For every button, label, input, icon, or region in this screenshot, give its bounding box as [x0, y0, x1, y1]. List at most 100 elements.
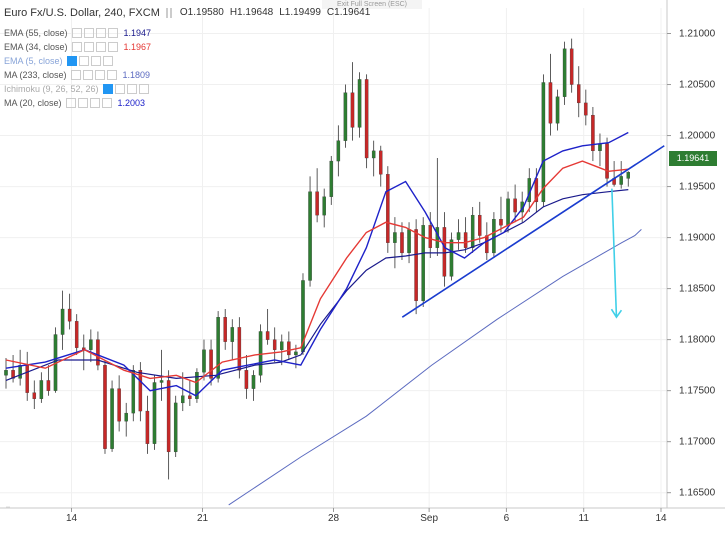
target-arrowhead: [610, 308, 623, 319]
candle-body: [513, 198, 517, 213]
chart-legend: Euro Fx/U.S. Dollar, 240, FXCM O1.19580 …: [4, 0, 370, 110]
indicator-ma233[interactable]: MA (233, close) 1.1809: [4, 70, 151, 80]
remove-icon[interactable]: [138, 84, 149, 94]
candle-body: [18, 364, 22, 379]
source-icon[interactable]: [95, 42, 106, 52]
candle-body: [67, 308, 72, 322]
remove-icon[interactable]: [107, 28, 118, 38]
y-tick-label: 1.17500: [679, 386, 716, 397]
ohlc-high: H1.19648: [229, 7, 274, 18]
indicator-ma20[interactable]: MA (20, close) 1.2003: [4, 98, 146, 108]
symbol-title: Euro Fx/U.S. Dollar, 240, FXCM: [4, 7, 160, 19]
candle-body: [463, 232, 468, 248]
y-tick-label: 1.18500: [679, 284, 716, 295]
ohlc-close: C1.19641: [326, 7, 371, 18]
candle-body: [591, 114, 595, 152]
candle-body: [244, 370, 249, 389]
settings-icon[interactable]: [77, 98, 88, 108]
visibility-icon[interactable]: [71, 42, 82, 52]
x-tick-label: Sep: [420, 513, 438, 524]
candle-body: [96, 339, 100, 366]
candle-body: [4, 370, 8, 376]
candle-body: [470, 214, 475, 248]
y-tick-label: 1.20000: [679, 131, 716, 142]
candle-body: [371, 150, 376, 159]
indicator-ema55[interactable]: EMA (55, close) 1.1947: [4, 28, 152, 38]
candle-body: [414, 229, 418, 302]
candle-body: [237, 327, 242, 371]
source-icon[interactable]: [94, 70, 105, 80]
candle-body: [287, 341, 291, 356]
candle-body: [265, 331, 270, 340]
ema55-line: [5, 189, 629, 381]
remove-icon[interactable]: [107, 42, 118, 52]
y-tick-label: 1.21000: [679, 29, 716, 40]
candle-body: [584, 102, 588, 116]
indicator-ema34[interactable]: EMA (34, close) 1.1967: [4, 42, 152, 52]
candle-body: [110, 388, 114, 449]
remove-icon[interactable]: [101, 98, 112, 108]
candle-body: [329, 160, 334, 197]
candle-body: [103, 364, 107, 449]
settings-icon[interactable]: [114, 84, 125, 94]
target-arrow-line: [611, 188, 618, 318]
settings-icon[interactable]: [78, 56, 89, 66]
candle-body: [89, 339, 93, 350]
y-tick-label: 1.19000: [679, 233, 716, 244]
candle-body: [541, 82, 546, 203]
candle-body: [138, 370, 143, 412]
candle-body: [357, 79, 362, 128]
candle-body: [145, 410, 150, 444]
y-axis-panel: [667, 0, 725, 543]
indicator-ichimoku[interactable]: Ichimoku (9, 26, 52, 26): [4, 82, 334, 96]
visibility-icon[interactable]: [71, 28, 82, 38]
exit-fullscreen-button[interactable]: Exit Full Screen (ESC): [322, 0, 422, 9]
candle-body: [626, 172, 631, 179]
candlestick-series: [4, 38, 631, 480]
candle-body: [485, 235, 489, 254]
candle-body: [478, 214, 482, 236]
source-icon[interactable]: [90, 56, 101, 66]
candle-body: [46, 380, 51, 391]
source-icon[interactable]: [126, 84, 137, 94]
settings-icon[interactable]: [83, 42, 94, 52]
source-icon[interactable]: [89, 98, 100, 108]
symbol-row: Euro Fx/U.S. Dollar, 240, FXCM O1.19580 …: [4, 0, 370, 26]
candle-body: [421, 225, 425, 302]
remove-icon[interactable]: [106, 70, 117, 80]
settings-icon[interactable]: [83, 28, 94, 38]
candle-body: [11, 370, 15, 379]
source-icon[interactable]: [95, 28, 106, 38]
candle-body: [60, 308, 65, 335]
visibility-icon[interactable]: [102, 84, 113, 94]
settings-control-icon[interactable]: [165, 8, 168, 18]
candle-body: [428, 225, 433, 248]
x-tick-label: 6: [504, 513, 510, 524]
y-tick-label: 1.18000: [679, 335, 716, 346]
candle-body: [364, 79, 369, 159]
visibility-icon[interactable]: [70, 70, 81, 80]
ohlc-low: L1.19499: [279, 7, 321, 18]
visibility-icon[interactable]: [65, 98, 76, 108]
candle-body: [407, 229, 411, 254]
candle-body: [562, 48, 567, 97]
indicator-ema5[interactable]: EMA (5, close): [4, 54, 334, 68]
candle-body: [308, 191, 312, 281]
candle-body: [272, 339, 277, 350]
y-tick-label: 1.20500: [679, 80, 716, 91]
settings-icon[interactable]: [82, 70, 93, 80]
remove-icon[interactable]: [102, 56, 113, 66]
y-tick-label: 1.17000: [679, 437, 716, 448]
candle-body: [315, 191, 319, 216]
hide-control-icon[interactable]: [169, 8, 172, 18]
candle-body: [393, 232, 397, 243]
candle-body: [124, 412, 128, 422]
y-tick-label: 1.19500: [679, 182, 716, 193]
candle-body: [117, 388, 121, 422]
candle-body: [25, 364, 29, 393]
ma20-line: [5, 131, 629, 397]
x-tick-label: 21: [197, 513, 209, 524]
candle-body: [202, 349, 206, 373]
visibility-icon[interactable]: [66, 56, 77, 66]
